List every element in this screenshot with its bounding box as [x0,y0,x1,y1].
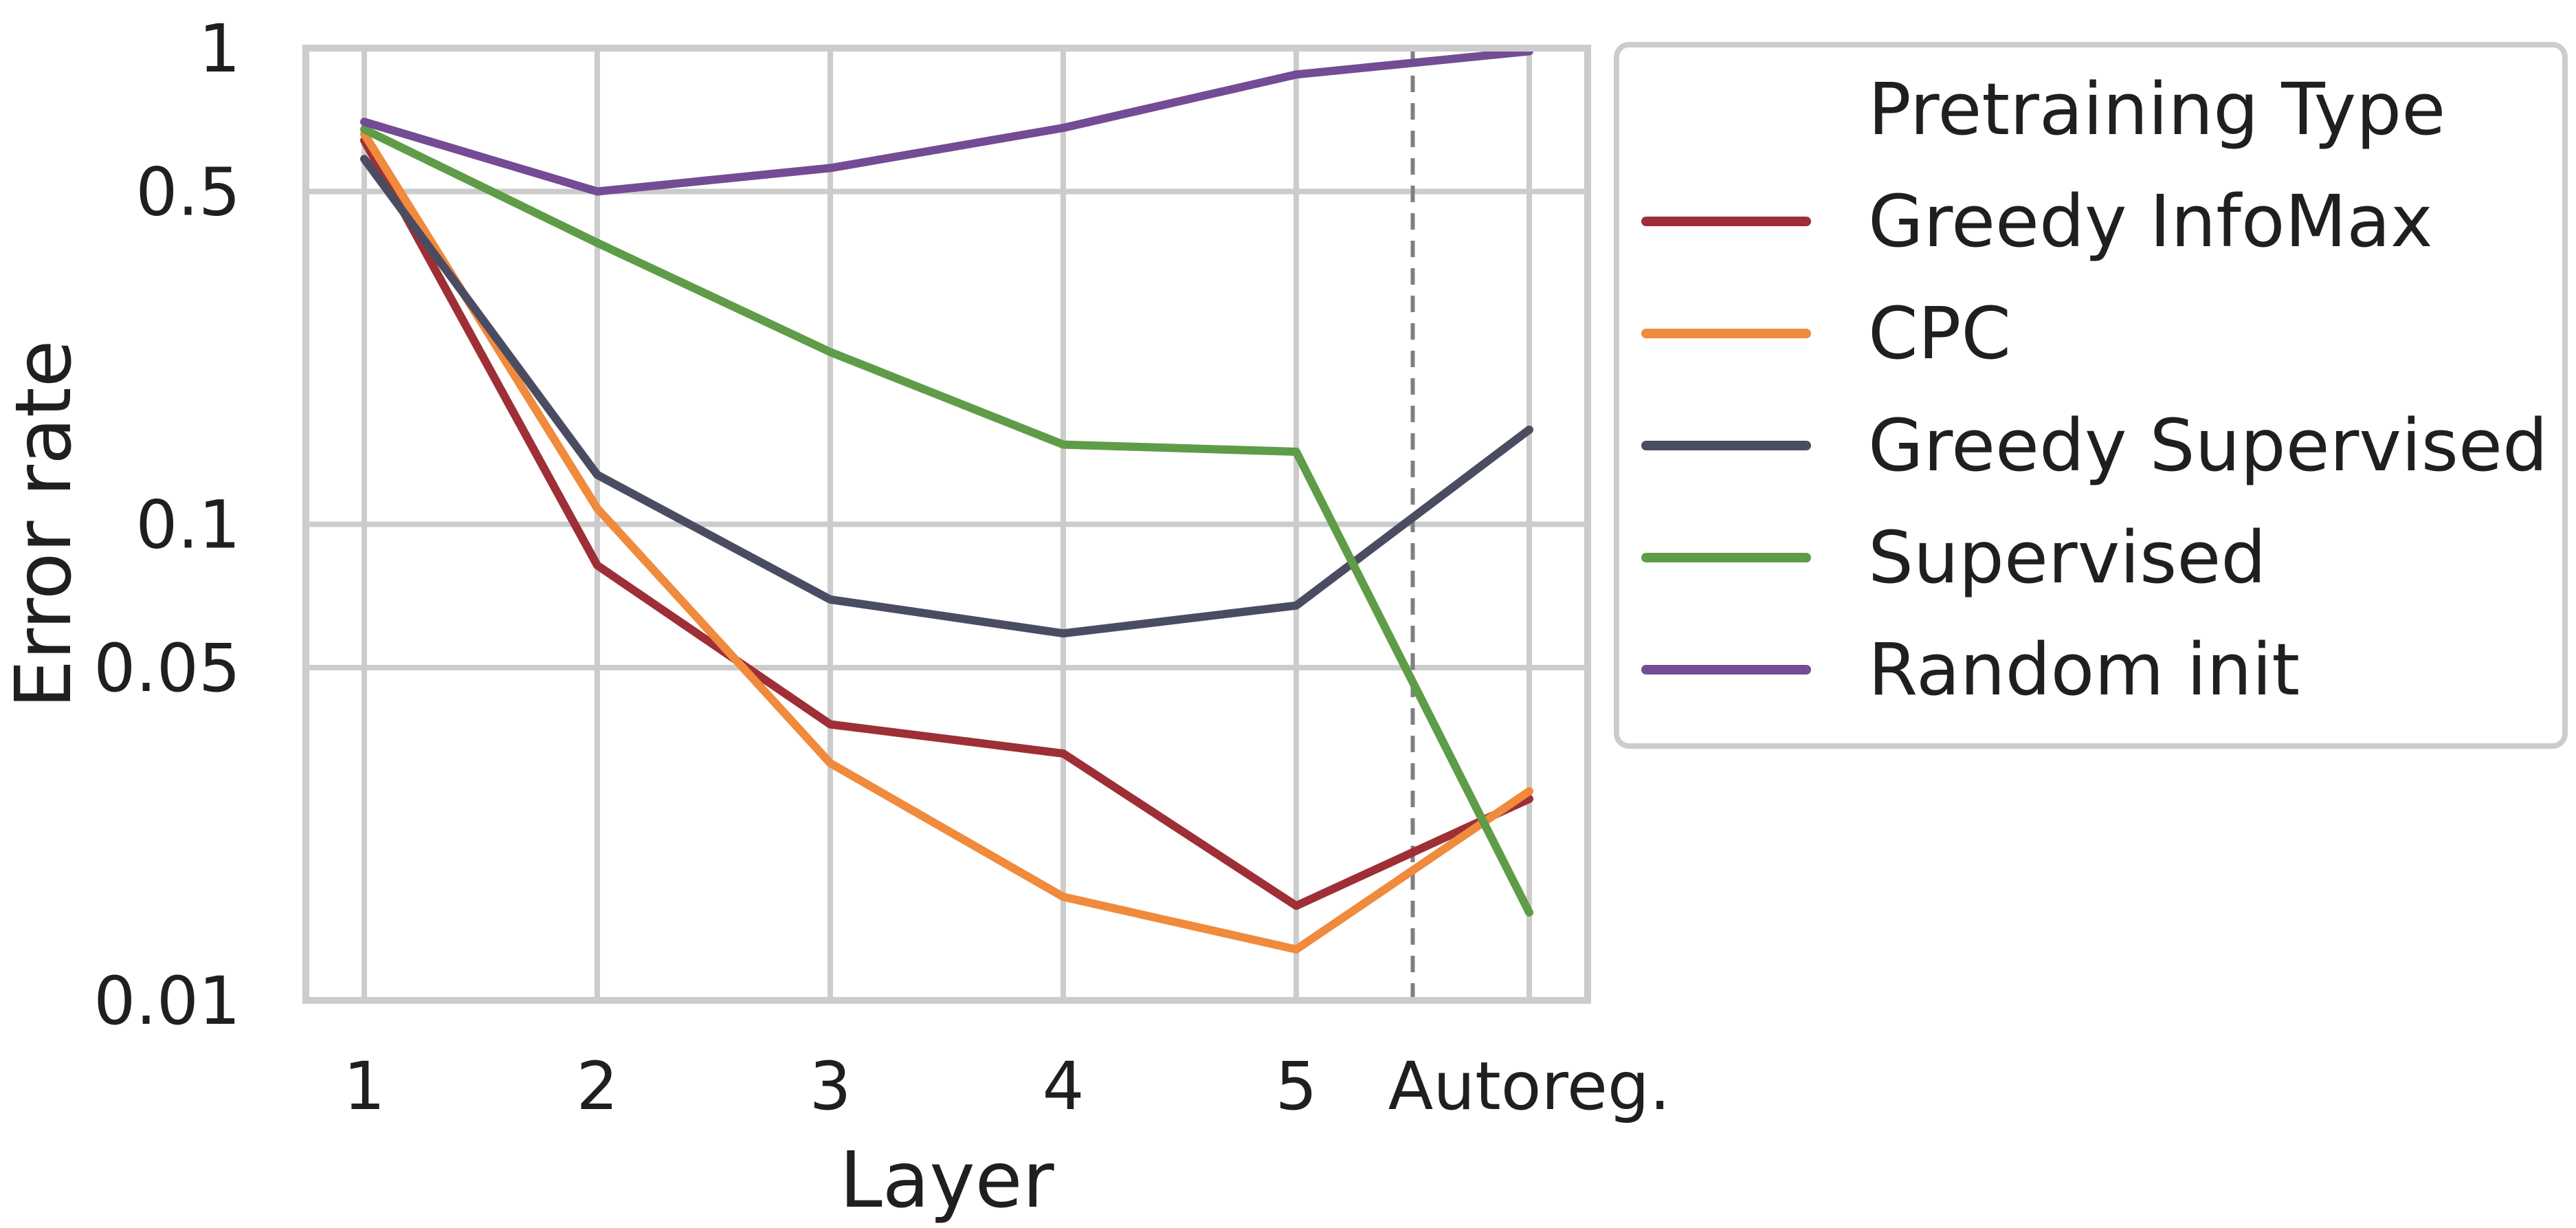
x-tick-label: 3 [809,1048,851,1125]
legend-label-random-init: Random init [1868,628,2300,712]
x-tick-label: 2 [576,1048,618,1125]
y-tick-labels: 1 0.5 0.1 0.05 0.01 [93,10,241,1040]
x-tick-label: 1 [343,1048,385,1125]
y-tick-label: 0.05 [93,630,241,707]
legend-items: Greedy InfoMax CPC Greedy Supervised Superv… [1641,179,2548,712]
series-line-greedy-supervised [360,155,1533,638]
legend: Pretraining Type Greedy InfoMaxCPCGreedy… [1614,42,2568,749]
x-tick-label: Autoreg. [1388,1048,1671,1125]
legend-label-greedy-infomax: Greedy InfoMax [1868,179,2433,263]
series-line-greedy-infomax [360,136,1533,910]
legend-frame [1614,42,2568,749]
legend-label-supervised: Supervised [1868,516,2266,600]
y-tick-label: 0.5 [135,153,241,230]
y-axis-label: Error rate [0,340,89,708]
plot-frame [302,45,1591,1004]
legend-title: Pretraining Type [1868,67,2445,151]
series-line-random-init [360,47,1533,196]
series-line-cpc [360,130,1533,954]
y-tick-label: 0.1 [135,487,241,564]
x-tick-label: 4 [1042,1048,1084,1125]
x-tick-labels: 1 2 3 4 5 Autoreg. [343,1048,1670,1125]
series-line-supervised [360,125,1533,917]
y-tick-label: 1 [199,10,241,87]
y-tick-label: 0.01 [93,963,241,1040]
legend-label-cpc: CPC [1868,292,2011,375]
x-tick-label: 5 [1275,1048,1317,1125]
legend-label-greedy-supervised: Greedy Supervised [1868,404,2548,487]
series-layer [360,47,1533,954]
x-axis-label: Layer [839,1136,1054,1225]
